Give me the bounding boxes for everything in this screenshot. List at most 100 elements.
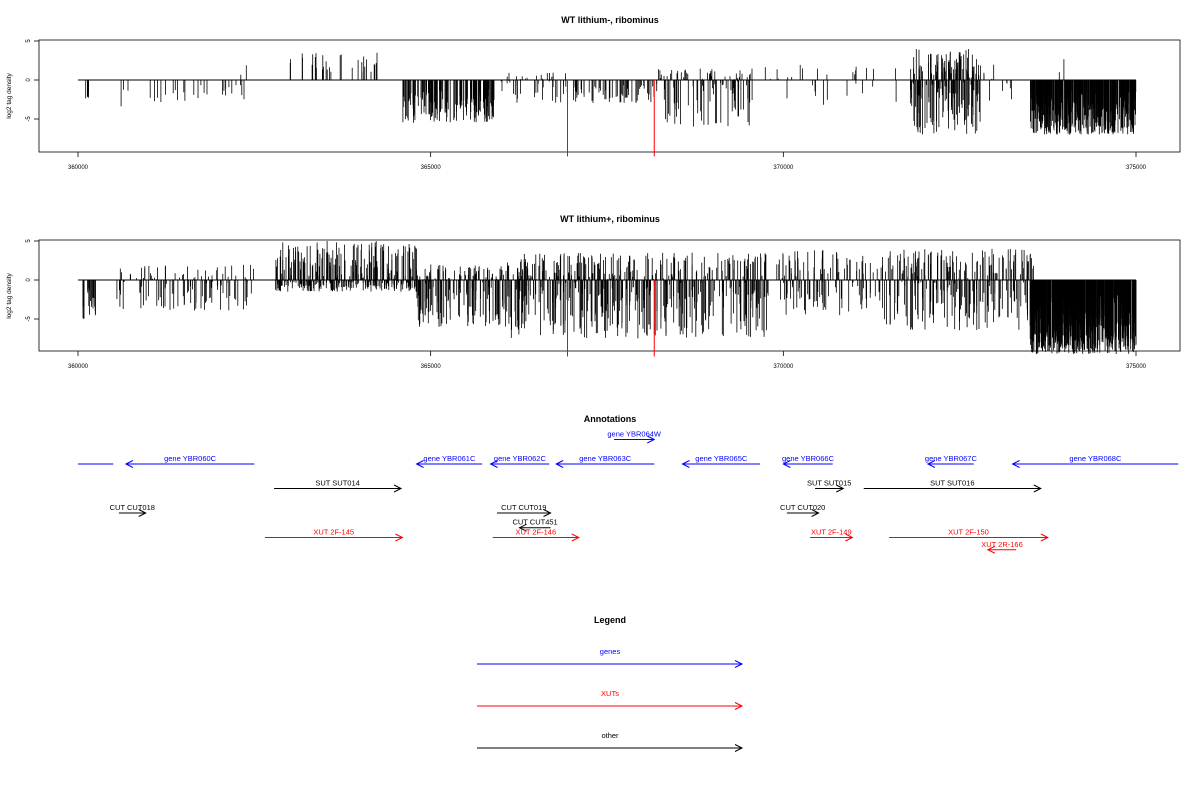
strand-arrowhead bbox=[124, 460, 134, 468]
annotation-gene: gene YBR061C bbox=[415, 454, 483, 468]
feature-label: gene YBR067C bbox=[925, 454, 978, 463]
y-tick-label: 0 bbox=[26, 278, 32, 282]
feature-label: gene YBR060C bbox=[164, 454, 217, 463]
annotation-features: gene YBR060C gene YBR061C gene YBR062C gene… bbox=[78, 430, 1179, 554]
panel-lithium-plus: WT lithium+, ribominus log2 tag density … bbox=[6, 214, 1181, 370]
plot-frame bbox=[38, 239, 1181, 352]
strand-arrowhead bbox=[518, 523, 527, 532]
annotations-title: Annotations bbox=[584, 414, 637, 424]
panel-title: WT lithium+, ribominus bbox=[560, 214, 660, 224]
annotation-gene: gene YBR064W bbox=[607, 430, 662, 444]
annotation-other: CUT CUT020 bbox=[780, 503, 825, 517]
strand-arrowhead bbox=[836, 484, 845, 493]
feature-label: XUT 2F-150 bbox=[948, 528, 989, 537]
legend-item: XUTs bbox=[477, 689, 744, 710]
panel-lithium-minus: WT lithium-, ribominus log2 tag density … bbox=[6, 15, 1181, 171]
feature-label: XUT 2F-145 bbox=[313, 528, 354, 537]
annotation-xut: XUT 2F-145 bbox=[264, 528, 404, 542]
annotation-gene: gene YBR062C bbox=[489, 454, 550, 468]
annotation-other: CUT CUT019 bbox=[496, 503, 552, 517]
y-axis-label: log2 tag density bbox=[6, 272, 13, 318]
feature-label: XUT 2R-166 bbox=[981, 540, 1023, 549]
x-tick-label: 375000 bbox=[1126, 165, 1147, 171]
legend-items: genes XUTs other bbox=[477, 647, 744, 752]
legend-title: Legend bbox=[594, 615, 626, 625]
feature-label: CUT CUT019 bbox=[501, 503, 546, 512]
y-tick-label: -5 bbox=[26, 316, 32, 322]
strand-arrowhead bbox=[543, 509, 552, 517]
feature-label: CUT CUT018 bbox=[110, 503, 155, 512]
annotation-xut: XUT 2F-150 bbox=[889, 528, 1049, 542]
legend: Legend genes XUTs other bbox=[477, 615, 744, 752]
y-tick-label: 0 bbox=[26, 78, 32, 82]
annotation-xut: XUT 2R-166 bbox=[981, 540, 1023, 554]
axes: -5 0 5 360000 365000 370000 375000 bbox=[26, 239, 1147, 370]
annotation-gene: gene YBR068C bbox=[1011, 454, 1179, 468]
strand-arrowhead bbox=[555, 460, 564, 468]
feature-label: gene YBR062C bbox=[494, 454, 547, 463]
y-axis-label: log2 tag density bbox=[6, 72, 13, 118]
strand-arrowhead bbox=[1011, 460, 1020, 468]
strand-arrowhead bbox=[681, 460, 690, 468]
annotation-gene: gene YBR065C bbox=[681, 454, 761, 468]
density-bars bbox=[78, 241, 1137, 357]
x-tick-label: 365000 bbox=[421, 165, 442, 171]
density-bars bbox=[78, 49, 1137, 157]
x-tick-label: 370000 bbox=[773, 165, 794, 171]
y-tick-label: -5 bbox=[26, 116, 32, 122]
annotation-other: CUT CUT018 bbox=[110, 503, 155, 517]
legend-label: other bbox=[601, 731, 619, 740]
x-tick-label: 370000 bbox=[773, 364, 794, 370]
feature-label: XUT 2F-146 bbox=[515, 528, 556, 537]
strand-arrowhead bbox=[845, 533, 854, 542]
annotation-other: CUT CUT451 bbox=[512, 518, 558, 532]
strand-arrowhead bbox=[811, 509, 820, 517]
annotations-track: Annotations gene YBR060C gene YBR061C gene… bbox=[78, 414, 1179, 554]
strand-arrowhead bbox=[393, 484, 403, 493]
strand-arrowhead bbox=[926, 460, 936, 468]
x-tick-label: 360000 bbox=[68, 364, 89, 370]
legend-arrowhead bbox=[734, 702, 744, 710]
x-tick-label: 375000 bbox=[1126, 364, 1147, 370]
annotation-other: SUT SUT016 bbox=[863, 479, 1042, 493]
feature-label: CUT CUT020 bbox=[780, 503, 825, 512]
legend-arrowhead bbox=[734, 660, 744, 668]
legend-label: genes bbox=[600, 647, 621, 656]
feature-label: gene YBR061C bbox=[423, 454, 476, 463]
legend-item: genes bbox=[477, 647, 744, 668]
axes: -5 0 5 360000 365000 370000 375000 bbox=[26, 39, 1147, 171]
x-tick-label: 360000 bbox=[68, 165, 89, 171]
strand-arrowhead bbox=[489, 460, 498, 468]
feature-label: gene YBR066C bbox=[782, 454, 835, 463]
feature-label: SUT SUT015 bbox=[807, 479, 851, 488]
feature-label: SUT SUT016 bbox=[930, 479, 974, 488]
strand-arrowhead bbox=[647, 435, 656, 444]
legend-item: other bbox=[477, 731, 744, 752]
feature-label: gene YBR063C bbox=[579, 454, 632, 463]
strand-arrowhead bbox=[415, 460, 424, 468]
y-tick-label: 5 bbox=[26, 239, 32, 243]
annotation-gene: gene YBR063C bbox=[555, 454, 655, 468]
strand-arrowhead bbox=[138, 509, 147, 517]
strand-arrowhead bbox=[782, 460, 791, 468]
y-tick-label: 5 bbox=[26, 39, 32, 43]
annotation-gene: gene YBR067C bbox=[925, 454, 978, 468]
feature-label: XUT 2F-149 bbox=[811, 528, 852, 537]
strand-arrowhead bbox=[1033, 484, 1042, 493]
annotation-xut: XUT 2F-149 bbox=[810, 528, 854, 542]
feature-label: gene YBR065C bbox=[695, 454, 748, 463]
feature-label: SUT SUT014 bbox=[315, 479, 359, 488]
legend-label: XUTs bbox=[601, 689, 619, 698]
annotation-other: SUT SUT015 bbox=[807, 479, 851, 493]
annotation-gene: gene YBR066C bbox=[782, 454, 835, 468]
annotation-xut: XUT 2F-146 bbox=[492, 528, 580, 542]
annotation-other: SUT SUT014 bbox=[274, 479, 403, 493]
feature-label: CUT CUT451 bbox=[512, 518, 557, 527]
strand-arrowhead bbox=[571, 533, 580, 542]
plot-frame bbox=[38, 39, 1181, 153]
annotation-gene: gene YBR060C bbox=[124, 454, 255, 468]
strand-arrowhead bbox=[986, 545, 996, 554]
strand-arrowhead bbox=[395, 533, 404, 542]
x-tick-label: 365000 bbox=[421, 364, 442, 370]
